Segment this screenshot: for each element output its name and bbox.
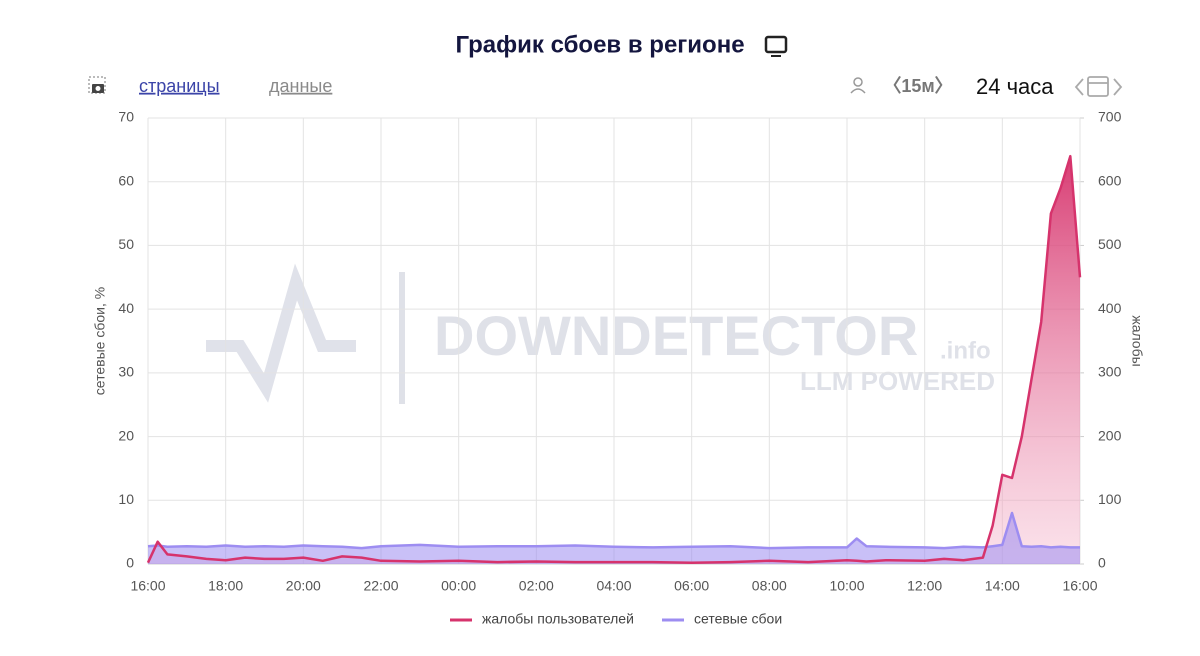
- y-tick-label: 60: [118, 172, 134, 188]
- monitor-icon: [764, 35, 788, 57]
- interval[interactable]: 〈15м〉: [883, 76, 952, 96]
- y2-tick-label: 0: [1098, 555, 1106, 571]
- series-area: [148, 513, 1080, 564]
- x-tick-label: 02:00: [519, 578, 554, 594]
- tab-pages[interactable]: страницы: [139, 76, 220, 96]
- y2-tick-label: 400: [1098, 300, 1122, 316]
- y-tick-label: 10: [118, 491, 134, 507]
- x-tick-label: 10:00: [829, 578, 864, 594]
- x-tick-label: 18:00: [208, 578, 243, 594]
- y2-tick-label: 700: [1098, 109, 1122, 125]
- x-tick-label: 16:00: [1062, 578, 1097, 594]
- series-line: [146, 154, 1082, 564]
- watermark-tagline: LLM POWERED: [800, 366, 995, 396]
- y2-tick-label: 100: [1098, 491, 1122, 507]
- y2-tick-label: 600: [1098, 172, 1122, 188]
- y2-tick-label: 200: [1098, 427, 1122, 443]
- chart-title: График сбоев в регионе: [455, 31, 744, 58]
- watermark-brand: DOWNDETECTOR: [434, 304, 918, 367]
- y2-tick-label: 300: [1098, 364, 1122, 380]
- camera-icon[interactable]: [88, 76, 106, 94]
- user-icon[interactable]: [850, 77, 866, 94]
- watermark-domain: .info: [940, 337, 991, 364]
- period[interactable]: 24 часа: [976, 74, 1054, 99]
- y-tick-label: 30: [118, 364, 134, 380]
- y-tick-label: 50: [118, 236, 134, 252]
- y-tick-label: 20: [118, 427, 134, 443]
- calendar-nav[interactable]: [1074, 76, 1123, 97]
- legend-label: сетевые сбои: [694, 611, 782, 627]
- y-tick-label: 40: [118, 300, 134, 316]
- x-tick-label: 22:00: [363, 578, 398, 594]
- y-tick-label: 0: [126, 555, 134, 571]
- x-tick-label: 00:00: [441, 578, 476, 594]
- x-tick-label: 06:00: [674, 578, 709, 594]
- y-axis-label: сетевые сбои, %: [92, 287, 108, 395]
- x-tick-label: 08:00: [752, 578, 787, 594]
- watermark: DOWNDETECTOR .info LLM POWERED: [206, 263, 995, 404]
- tab-data[interactable]: данные: [269, 76, 332, 96]
- x-tick-label: 04:00: [596, 578, 631, 594]
- y2-tick-label: 500: [1098, 236, 1122, 252]
- y2-axis-label: жалобы: [1129, 315, 1145, 366]
- x-tick-label: 16:00: [130, 578, 165, 594]
- x-tick-label: 20:00: [286, 578, 321, 594]
- y-tick-label: 70: [118, 109, 134, 125]
- x-tick-label: 12:00: [907, 578, 942, 594]
- series-line: [147, 511, 1080, 550]
- legend-label: жалобы пользователей: [482, 611, 634, 627]
- x-tick-label: 14:00: [985, 578, 1020, 594]
